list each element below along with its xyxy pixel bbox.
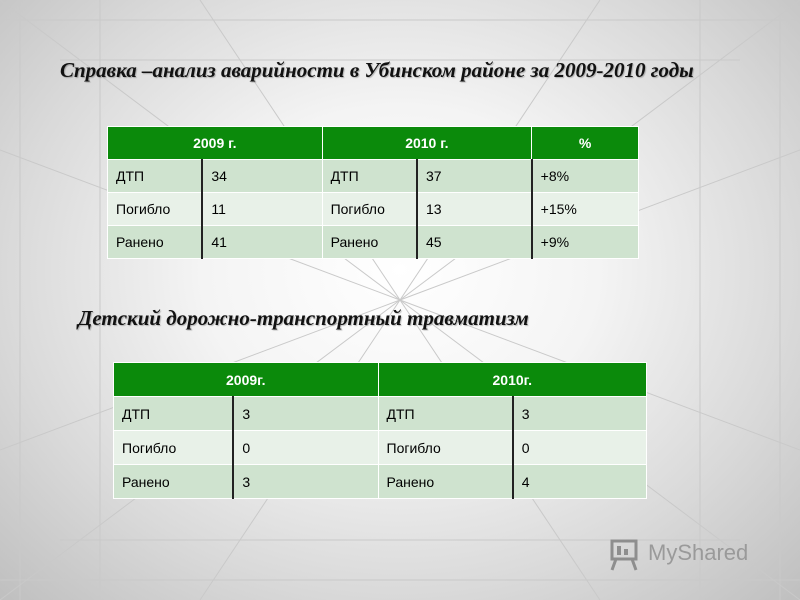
table-header-row: 2009г. 2010г. — [113, 362, 647, 397]
cell-value: 4 — [512, 464, 647, 499]
table-row: Погибло 11 Погибло 13 +15% — [107, 192, 639, 226]
cell-label: Погибло — [107, 192, 204, 226]
cell-value: 45 — [416, 225, 533, 259]
cell-label: ДТП — [321, 159, 418, 193]
cell-value: 13 — [416, 192, 533, 226]
table-row: Погибло 0 Погибло 0 — [113, 430, 647, 465]
presentation-board-icon — [610, 539, 638, 571]
table-row: Ранено 41 Ранено 45 +9% — [107, 225, 639, 259]
cell-value: 41 — [201, 225, 323, 259]
cell-label: ДТП — [113, 396, 235, 431]
children-accident-table: 2009г. 2010г. ДТП 3 ДТП 3 Погибло 0 Поги… — [113, 362, 647, 499]
cell-label: ДТП — [107, 159, 204, 193]
cell-value: 3 — [232, 464, 379, 499]
cell-value: 37 — [416, 159, 533, 193]
table-header-row: 2009 г. 2010 г. % — [107, 126, 639, 160]
logo-text: MyShared — [648, 540, 749, 565]
table-row: ДТП 3 ДТП 3 — [113, 396, 647, 431]
cell-value: 3 — [232, 396, 379, 431]
accident-table-2009-2010: 2009 г. 2010 г. % ДТП 34 ДТП 37 +8% Поги… — [107, 126, 639, 259]
cell-label: Ранено — [113, 464, 235, 499]
cell-label: Ранено — [321, 225, 418, 259]
cell-value: 0 — [232, 430, 379, 465]
table-row: Ранено 3 Ранено 4 — [113, 464, 647, 499]
section-title: Детский дорожно-транспортный травматизм — [78, 306, 529, 330]
cell-label: Ранено — [377, 464, 514, 499]
cell-value: 11 — [201, 192, 323, 226]
cell-label: Ранено — [107, 225, 204, 259]
header-percent: % — [531, 126, 639, 160]
cell-label: Погибло — [377, 430, 514, 465]
cell-value: 3 — [512, 396, 647, 431]
page-title: Справка –анализ аварийности в Убинском р… — [60, 58, 694, 82]
cell-label: Погибло — [113, 430, 235, 465]
cell-label: ДТП — [377, 396, 514, 431]
cell-value: 0 — [512, 430, 647, 465]
header-2009: 2009г. — [113, 362, 379, 397]
cell-value: 34 — [201, 159, 323, 193]
cell-percent: +15% — [531, 192, 639, 226]
header-2010: 2010г. — [377, 362, 647, 397]
cell-percent: +8% — [531, 159, 639, 193]
header-2009: 2009 г. — [107, 126, 323, 160]
cell-percent: +9% — [531, 225, 639, 259]
cell-label: Погибло — [321, 192, 418, 226]
header-2010: 2010 г. — [321, 126, 533, 160]
table-row: ДТП 34 ДТП 37 +8% — [107, 159, 639, 193]
